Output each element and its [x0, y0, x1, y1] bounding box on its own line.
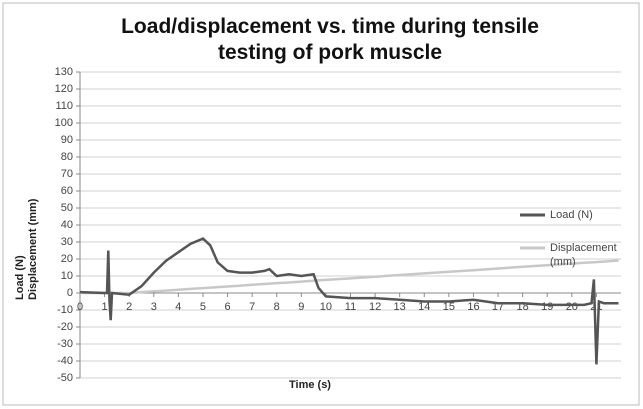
y-tick-label: 100 [55, 117, 73, 129]
y-tick-label: -20 [57, 321, 73, 333]
x-tick-label: 16 [467, 301, 479, 313]
y-tick-label: 10 [61, 270, 73, 282]
x-tick-label: 3 [151, 301, 157, 313]
x-tick-label: 19 [541, 301, 553, 313]
y-tick-label: 120 [55, 83, 73, 95]
y-tick-label: 110 [55, 100, 73, 112]
y-tick-label: 0 [67, 287, 73, 299]
x-tick-label: 11 [345, 301, 356, 313]
y-tick-label: 50 [61, 202, 73, 214]
y-tick-label: 30 [61, 236, 73, 248]
y-tick-label: -50 [57, 372, 73, 384]
y-tick-label: 90 [61, 134, 73, 146]
x-tick-label: 10 [320, 301, 332, 313]
x-tick-label: 20 [566, 301, 578, 313]
x-tick-label: 15 [443, 301, 455, 313]
y-tick-label: 40 [61, 219, 73, 231]
x-tick-label: 7 [249, 301, 255, 313]
x-tick-label: 9 [298, 301, 304, 313]
y-tick-label: 80 [61, 151, 73, 163]
x-tick-label: 13 [394, 301, 406, 313]
legend-label: Displacement (mm) [550, 242, 617, 268]
x-tick-label: 14 [418, 301, 430, 313]
data-line [79, 237, 619, 365]
y-tick-label: 70 [61, 168, 73, 180]
y-axis-label-line: Load (N) [14, 255, 26, 300]
x-tick-label: 1 [102, 301, 108, 313]
chart-title: Load/displacement vs. time during tensil… [121, 15, 539, 64]
x-tick-label: 8 [274, 301, 280, 313]
x-axis-label: Time (s) [289, 379, 331, 391]
y-axis-label-line: Displacement (mm) [27, 198, 39, 300]
y-tick-label: -10 [57, 304, 73, 316]
y-tick-label: 60 [61, 185, 73, 197]
x-tick-label: 5 [200, 301, 206, 313]
x-tick-label: 2 [126, 301, 132, 313]
x-tick-label: 4 [175, 301, 181, 313]
y-tick-label: -40 [57, 355, 73, 367]
legend-label: Load (N) [550, 209, 593, 221]
x-tick-label: 12 [369, 301, 381, 313]
x-tick-label: 0 [77, 301, 83, 313]
y-tick-label: 130 [55, 66, 73, 78]
y-tick-label: 20 [61, 253, 73, 265]
y-tick-label: -30 [57, 338, 73, 350]
x-tick-label: 6 [224, 301, 230, 313]
